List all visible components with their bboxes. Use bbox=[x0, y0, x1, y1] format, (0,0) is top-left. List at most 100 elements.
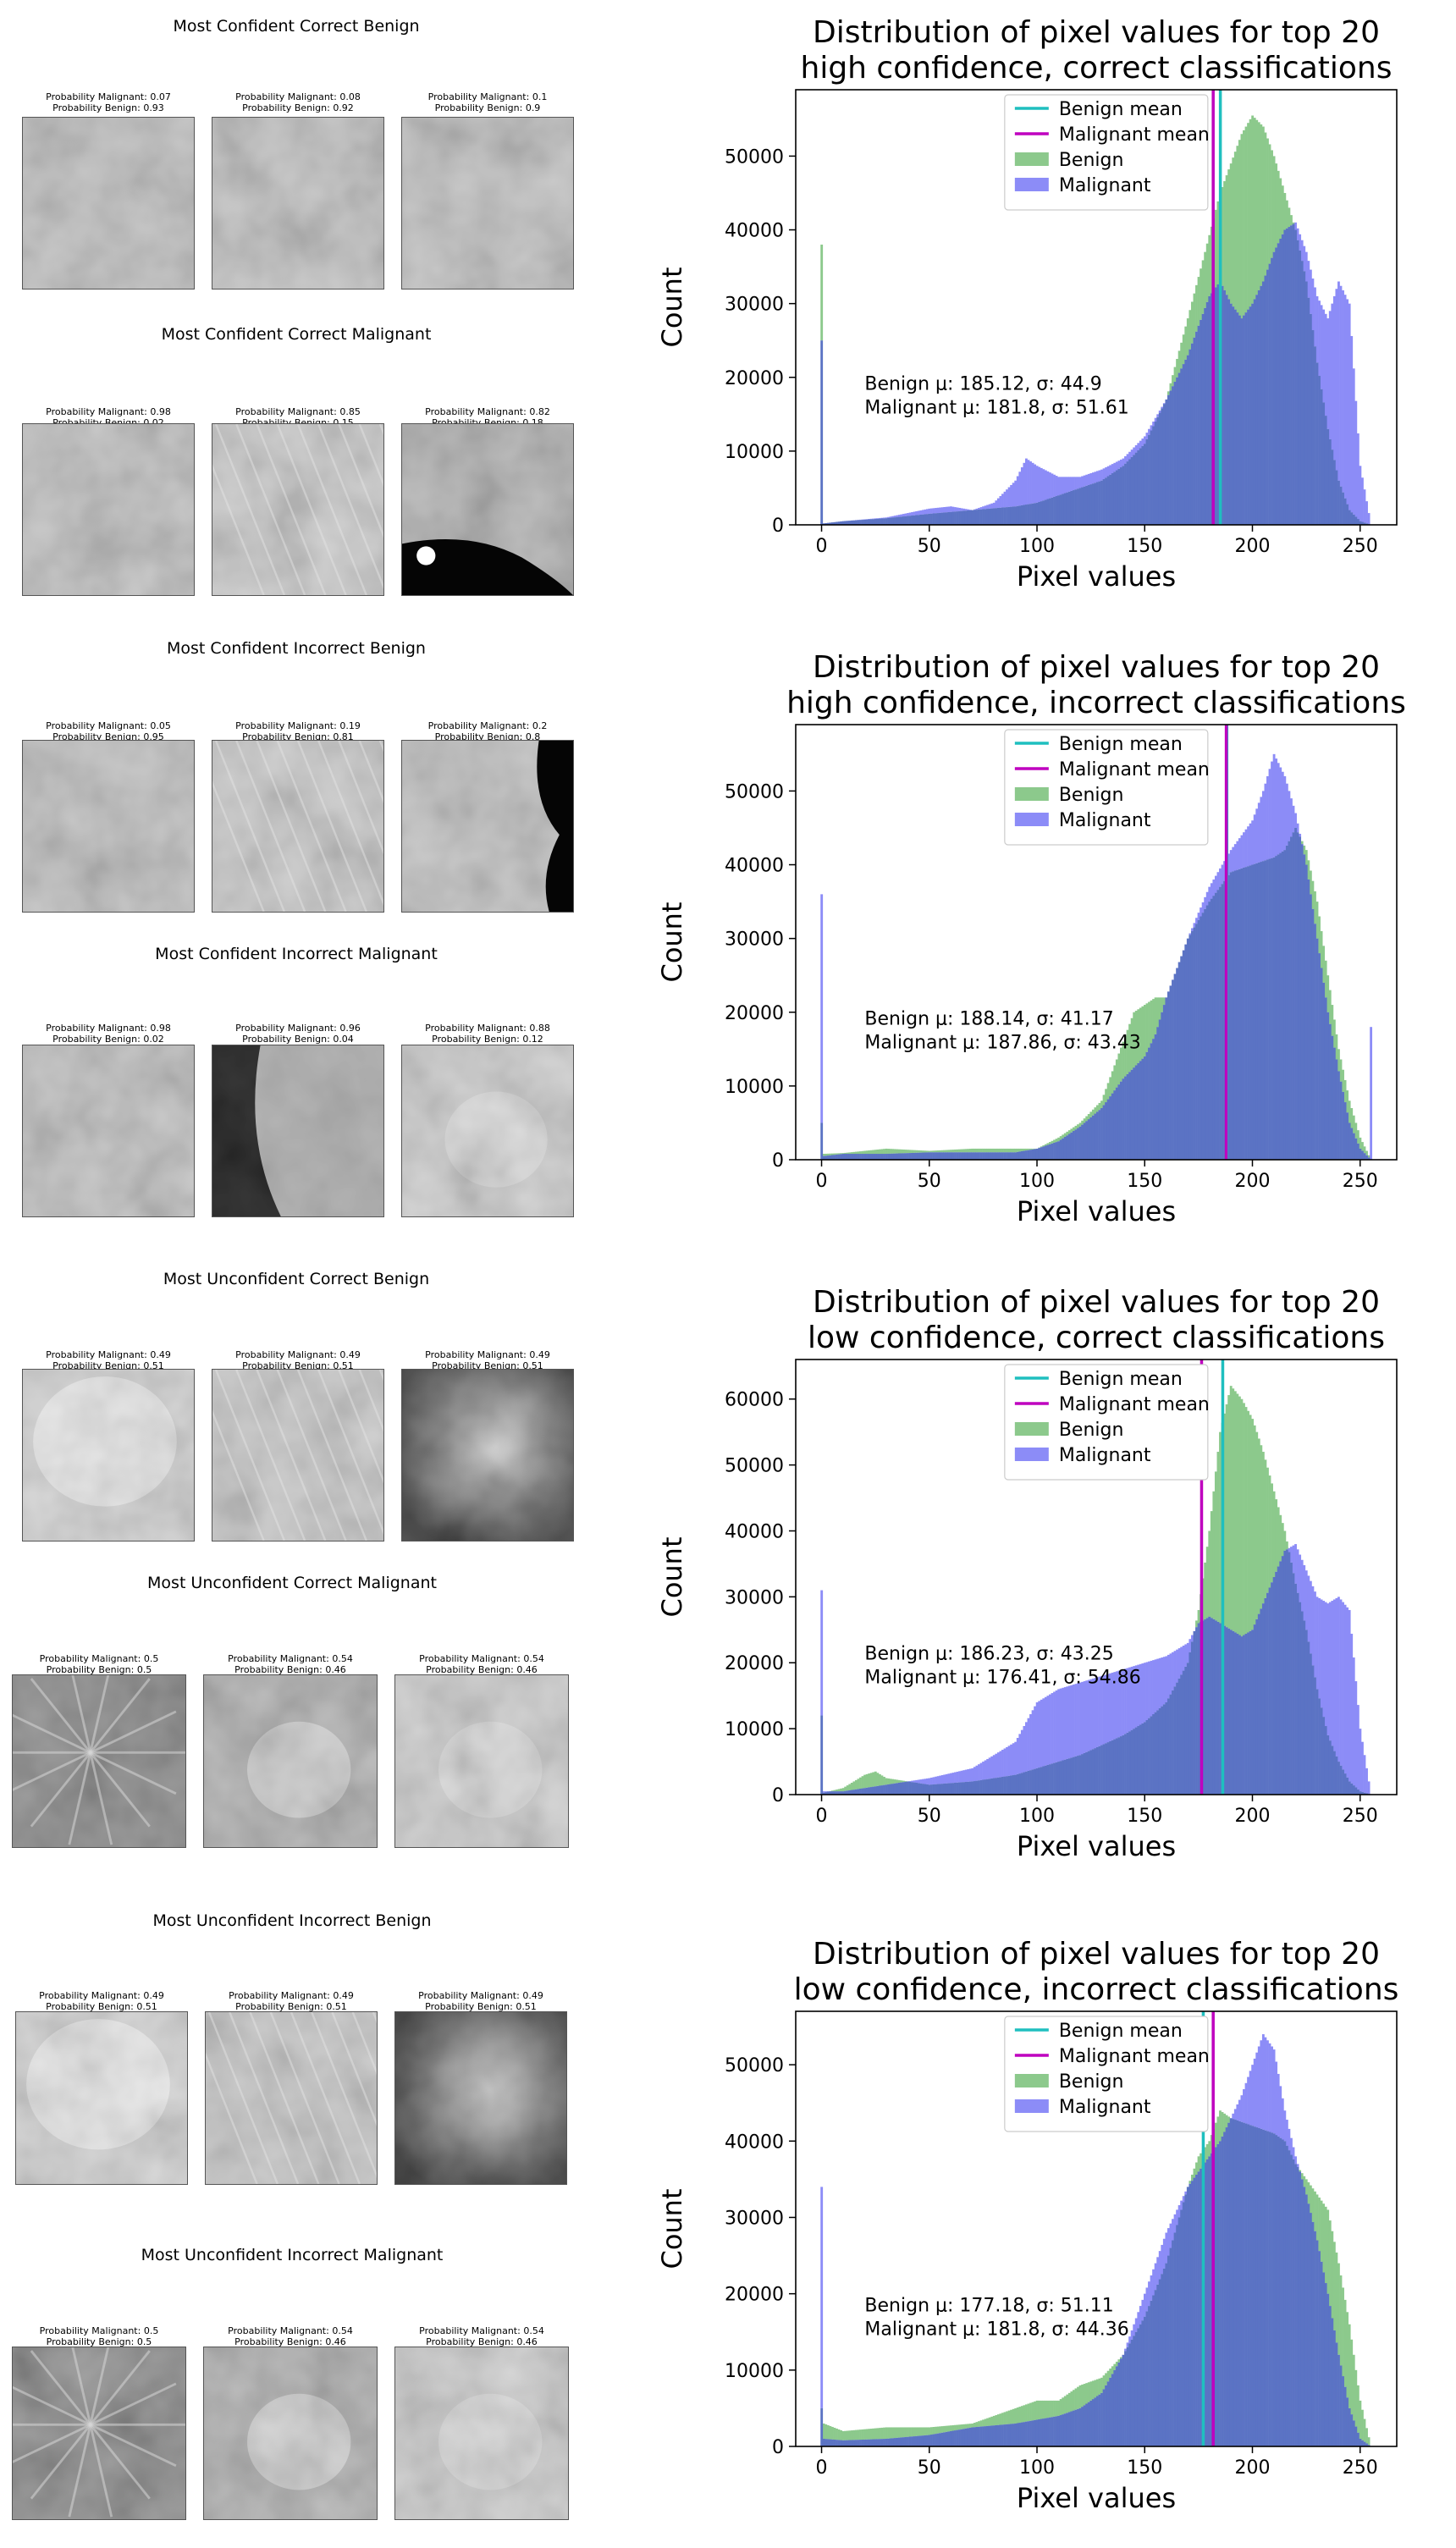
x-tick-label: 50 bbox=[918, 1806, 941, 1827]
x-tick-label: 200 bbox=[1234, 1171, 1270, 1192]
y-tick-label: 20000 bbox=[725, 1003, 784, 1024]
x-tick-label: 200 bbox=[1234, 2457, 1270, 2479]
x-tick-label: 100 bbox=[1019, 2457, 1055, 2479]
x-tick-label: 100 bbox=[1019, 536, 1055, 557]
mammogram-thumbnail bbox=[212, 1045, 384, 1217]
probability-malignant-label: Probability Malignant: 0.49 bbox=[369, 1349, 606, 1360]
y-tick-label: 0 bbox=[772, 1785, 784, 1806]
x-tick-label: 150 bbox=[1127, 536, 1162, 557]
legend-entry: Benign mean bbox=[1059, 2021, 1183, 2042]
legend-entry: Benign mean bbox=[1059, 1369, 1183, 1390]
x-tick-label: 150 bbox=[1127, 1806, 1162, 1827]
mammogram-thumbnail bbox=[394, 2011, 567, 2185]
probability-malignant-label: Probability Malignant: 0.54 bbox=[363, 1653, 600, 1664]
y-tick-label: 20000 bbox=[725, 1653, 784, 1674]
legend-entry: Malignant bbox=[1059, 175, 1151, 196]
mammogram-thumbnail bbox=[12, 1674, 186, 1848]
y-tick-label: 30000 bbox=[725, 295, 784, 316]
mammogram-thumbnail bbox=[212, 423, 384, 596]
mammogram-thumbnail bbox=[394, 2347, 569, 2520]
x-tick-label: 150 bbox=[1127, 2457, 1162, 2479]
probability-malignant-label: Probability Malignant: 0.49 bbox=[362, 1990, 599, 2001]
x-tick-label: 250 bbox=[1343, 1806, 1378, 1827]
y-axis-label: Count bbox=[656, 902, 688, 982]
mammogram-thumbnail bbox=[22, 1369, 195, 1541]
legend-entry: Malignant bbox=[1059, 810, 1151, 831]
x-axis-label: Pixel values bbox=[1017, 2482, 1176, 2514]
y-tick-label: 0 bbox=[772, 516, 784, 537]
legend-entry: Benign mean bbox=[1059, 734, 1183, 755]
legend-entry: Benign bbox=[1059, 2071, 1124, 2093]
x-axis-label: Pixel values bbox=[1017, 560, 1176, 593]
y-axis-label: Count bbox=[656, 1536, 688, 1617]
mammogram-thumbnail bbox=[401, 1045, 574, 1217]
mammogram-thumbnail bbox=[22, 117, 195, 290]
x-tick-label: 250 bbox=[1343, 1171, 1378, 1192]
y-tick-label: 60000 bbox=[725, 1390, 784, 1411]
mammogram-thumbnail bbox=[401, 1369, 574, 1541]
stats-annotation: Benign μ: 185.12, σ: 44.9 bbox=[864, 374, 1101, 395]
x-tick-label: 100 bbox=[1019, 1806, 1055, 1827]
y-tick-label: 20000 bbox=[725, 2285, 784, 2306]
stats-annotation: Benign μ: 177.18, σ: 51.11 bbox=[864, 2296, 1113, 2317]
stats-annotation: Benign μ: 186.23, σ: 43.25 bbox=[864, 1644, 1113, 1665]
y-tick-label: 0 bbox=[772, 2437, 784, 2458]
y-tick-label: 10000 bbox=[725, 1719, 784, 1740]
stats-annotation: Malignant μ: 181.8, σ: 44.36 bbox=[864, 2319, 1128, 2341]
x-axis-label: Pixel values bbox=[1017, 1195, 1176, 1227]
thumbnail-group-title: Most Unconfident Incorrect Malignant bbox=[38, 2246, 546, 2264]
x-tick-label: 250 bbox=[1343, 2457, 1378, 2479]
probability-malignant-label: Probability Malignant: 0.2 bbox=[369, 720, 606, 731]
thumbnail-group-title: Most Unconfident Correct Benign bbox=[42, 1270, 550, 1288]
mammogram-thumbnail bbox=[15, 2011, 188, 2185]
x-tick-label: 0 bbox=[816, 2457, 828, 2479]
x-tick-label: 50 bbox=[918, 1171, 941, 1192]
mammogram-thumbnail bbox=[401, 740, 574, 913]
probability-malignant-label: Probability Malignant: 0.54 bbox=[363, 2325, 600, 2336]
mammogram-thumbnail bbox=[401, 117, 574, 290]
legend-entry: Benign mean bbox=[1059, 99, 1183, 120]
mammogram-thumbnail bbox=[22, 423, 195, 596]
y-tick-label: 30000 bbox=[725, 1587, 784, 1608]
x-tick-label: 50 bbox=[918, 536, 941, 557]
probability-malignant-label: Probability Malignant: 0.1 bbox=[369, 91, 606, 102]
thumbnail-group-title: Most Confident Correct Benign bbox=[42, 17, 550, 36]
thumbnail-group-title: Most Unconfident Correct Malignant bbox=[38, 1574, 546, 1592]
thumbnail-group-title: Most Confident Incorrect Malignant bbox=[42, 945, 550, 963]
legend-entry: Malignant bbox=[1059, 2097, 1151, 2118]
probability-malignant-label: Probability Malignant: 0.82 bbox=[369, 406, 606, 417]
y-tick-label: 40000 bbox=[725, 1521, 784, 1542]
legend-entry: Malignant mean bbox=[1059, 2046, 1210, 2067]
legend-entry: Malignant mean bbox=[1059, 1394, 1210, 1415]
thumbnail-group-title: Most Confident Incorrect Benign bbox=[42, 639, 550, 658]
stats-annotation: Malignant μ: 187.86, σ: 43.43 bbox=[864, 1033, 1140, 1054]
x-tick-label: 100 bbox=[1019, 1171, 1055, 1192]
probability-benign-label: Probability Benign: 0.9 bbox=[369, 102, 606, 113]
thumbnail-panel: Most Confident Correct Benign Probability… bbox=[0, 0, 609, 2537]
y-tick-label: 30000 bbox=[725, 2208, 784, 2229]
y-tick-label: 50000 bbox=[725, 1456, 784, 1477]
y-tick-label: 40000 bbox=[725, 2132, 784, 2153]
y-tick-label: 0 bbox=[772, 1150, 784, 1172]
mammogram-thumbnail bbox=[205, 2011, 378, 2185]
probability-benign-label: Probability Benign: 0.12 bbox=[369, 1034, 606, 1045]
legend-entry: Benign bbox=[1059, 150, 1124, 171]
y-tick-label: 50000 bbox=[725, 781, 784, 802]
y-tick-label: 10000 bbox=[725, 1077, 784, 1098]
x-tick-label: 150 bbox=[1127, 1171, 1162, 1192]
y-axis-label: Count bbox=[656, 2188, 688, 2269]
legend-entry: Malignant mean bbox=[1059, 124, 1210, 146]
x-tick-label: 200 bbox=[1234, 1806, 1270, 1827]
mammogram-thumbnail bbox=[401, 423, 574, 596]
